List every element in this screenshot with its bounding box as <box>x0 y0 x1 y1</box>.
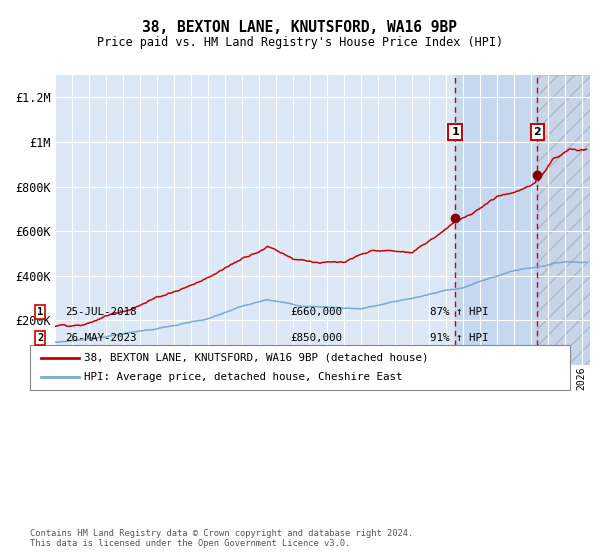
Text: 1: 1 <box>451 127 459 137</box>
Text: Contains HM Land Registry data © Crown copyright and database right 2024.
This d: Contains HM Land Registry data © Crown c… <box>30 529 413 548</box>
Text: Price paid vs. HM Land Registry's House Price Index (HPI): Price paid vs. HM Land Registry's House … <box>97 36 503 49</box>
Text: 38, BEXTON LANE, KNUTSFORD, WA16 9BP (detached house): 38, BEXTON LANE, KNUTSFORD, WA16 9BP (de… <box>84 353 428 363</box>
Text: 38, BEXTON LANE, KNUTSFORD, WA16 9BP: 38, BEXTON LANE, KNUTSFORD, WA16 9BP <box>143 20 458 35</box>
Text: 91% ↑ HPI: 91% ↑ HPI <box>430 333 488 343</box>
Bar <box>455 75 538 365</box>
FancyBboxPatch shape <box>30 345 570 390</box>
Text: 2: 2 <box>37 333 43 343</box>
Text: 25-JUL-2018: 25-JUL-2018 <box>65 307 137 317</box>
Text: 26-MAY-2023: 26-MAY-2023 <box>65 333 137 343</box>
Text: 2: 2 <box>533 127 541 137</box>
Text: 87% ↑ HPI: 87% ↑ HPI <box>430 307 488 317</box>
Text: 1: 1 <box>37 307 43 317</box>
Text: HPI: Average price, detached house, Cheshire East: HPI: Average price, detached house, Ches… <box>84 372 403 382</box>
Text: £850,000: £850,000 <box>290 333 342 343</box>
Text: £660,000: £660,000 <box>290 307 342 317</box>
Bar <box>538 75 590 365</box>
